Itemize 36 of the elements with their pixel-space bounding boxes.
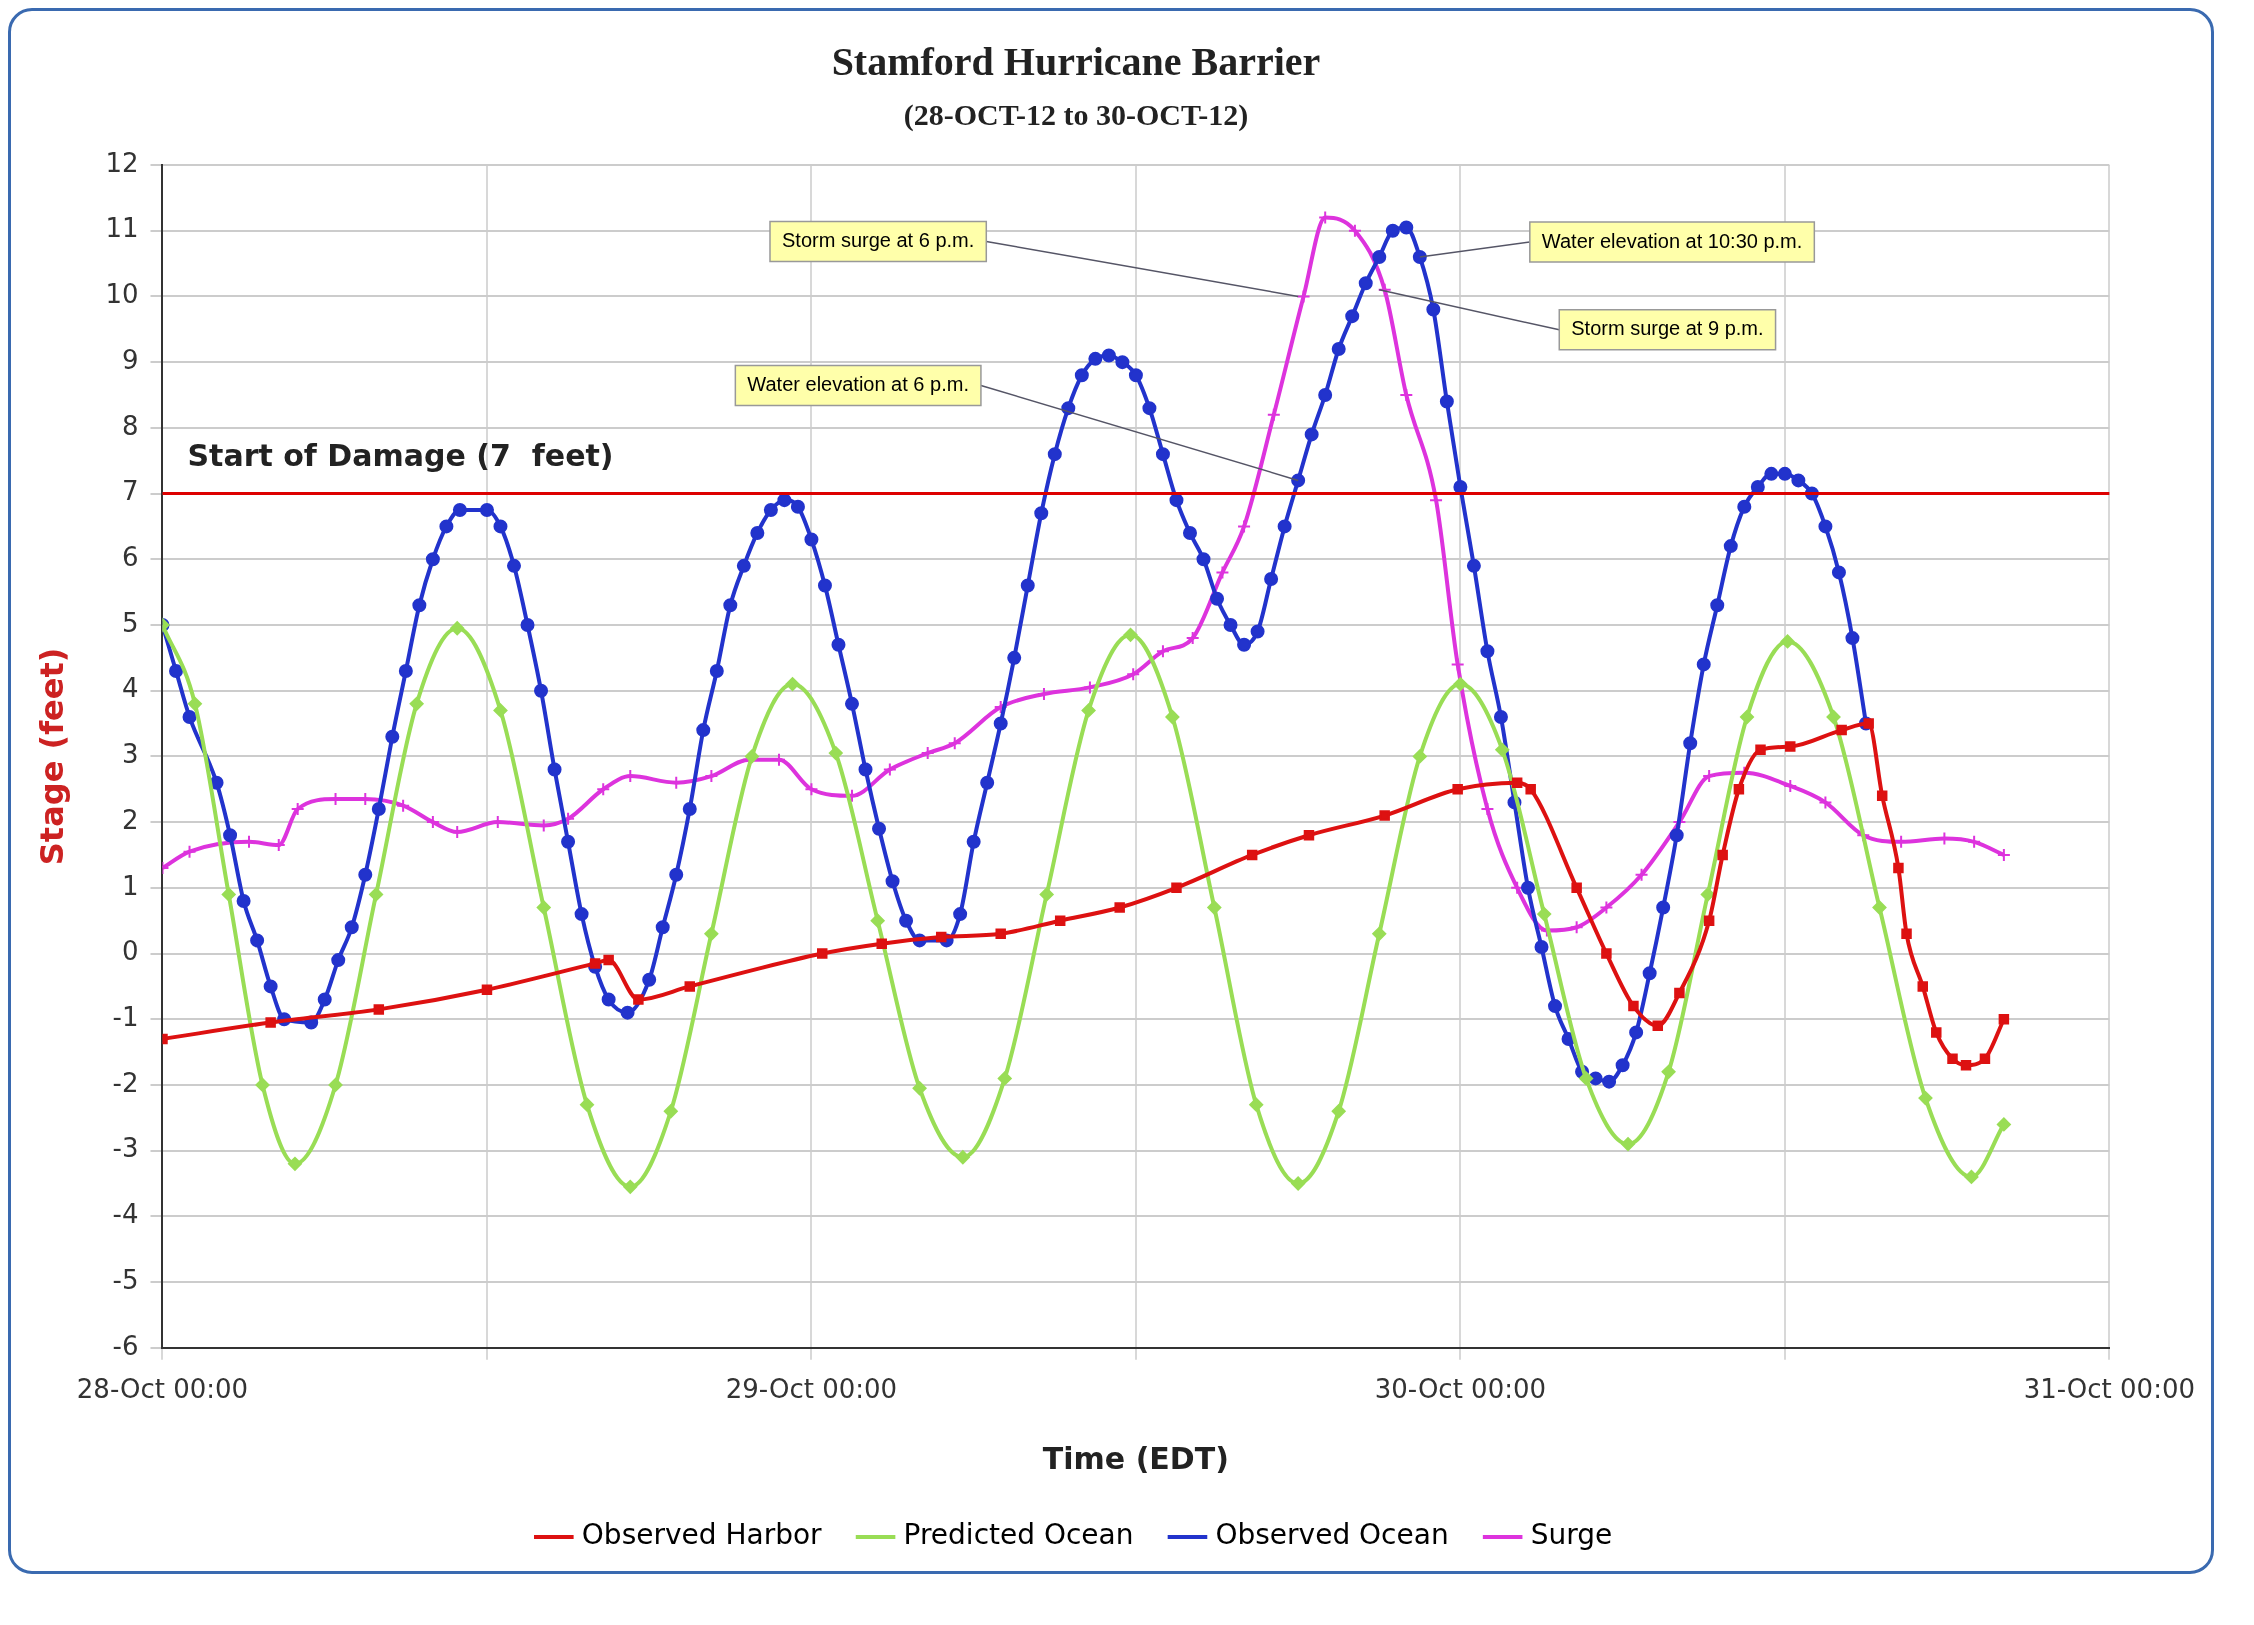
y-tick-label: 4 — [121, 673, 139, 704]
y-tick-label: 7 — [121, 476, 139, 507]
y-tick-label: -6 — [112, 1330, 139, 1361]
y-tick-label: 12 — [105, 147, 139, 178]
y-tick-label: -2 — [112, 1067, 139, 1098]
legend-label: Surge — [1530, 1518, 1613, 1552]
y-tick-label: 11 — [105, 213, 139, 244]
annotation: Water elevation at 10:30 p.m. — [1541, 229, 1803, 252]
legend-label: Observed Harbor — [581, 1518, 823, 1552]
y-tick-label: -1 — [112, 1001, 139, 1032]
chart-title: Stamford Hurricane Barrier — [831, 39, 1321, 85]
y-tick-label: 1 — [121, 870, 139, 901]
annotation: Water elevation at 6 p.m. — [747, 372, 969, 395]
y-tick-label: 9 — [121, 344, 139, 375]
y-tick-label: -3 — [112, 1133, 139, 1164]
y-tick-label: 6 — [121, 542, 139, 573]
y-tick-label: -5 — [112, 1264, 139, 1295]
x-tick-label: 31-Oct 00:00 — [2023, 1374, 2195, 1405]
y-tick-label: 5 — [121, 607, 139, 638]
x-tick-label: 28-Oct 00:00 — [76, 1374, 249, 1405]
chart-subtitle: (28-OCT-12 to 30-OCT-12) — [903, 97, 1249, 132]
legend-label: Observed Ocean — [1215, 1518, 1449, 1552]
y-tick-label: -4 — [112, 1199, 139, 1230]
legend-label: Predicted Ocean — [903, 1518, 1134, 1552]
x-tick-label: 29-Oct 00:00 — [725, 1374, 898, 1405]
y-axis-title: Stage (feet) — [32, 647, 71, 866]
y-tick-label: 8 — [121, 410, 139, 441]
y-tick-label: 3 — [121, 739, 139, 770]
ref-line-label: Start of Damage (7 feet) — [187, 438, 614, 474]
y-tick-label: 0 — [121, 936, 139, 967]
y-tick-label: 10 — [105, 279, 139, 310]
annotation: Storm surge at 9 p.m. — [1571, 317, 1764, 340]
y-tick-label: 2 — [121, 804, 139, 835]
annotation: Storm surge at 6 p.m. — [782, 228, 975, 251]
x-axis-title: Time (EDT) — [1042, 1440, 1229, 1476]
x-tick-label: 30-Oct 00:00 — [1374, 1374, 1547, 1405]
